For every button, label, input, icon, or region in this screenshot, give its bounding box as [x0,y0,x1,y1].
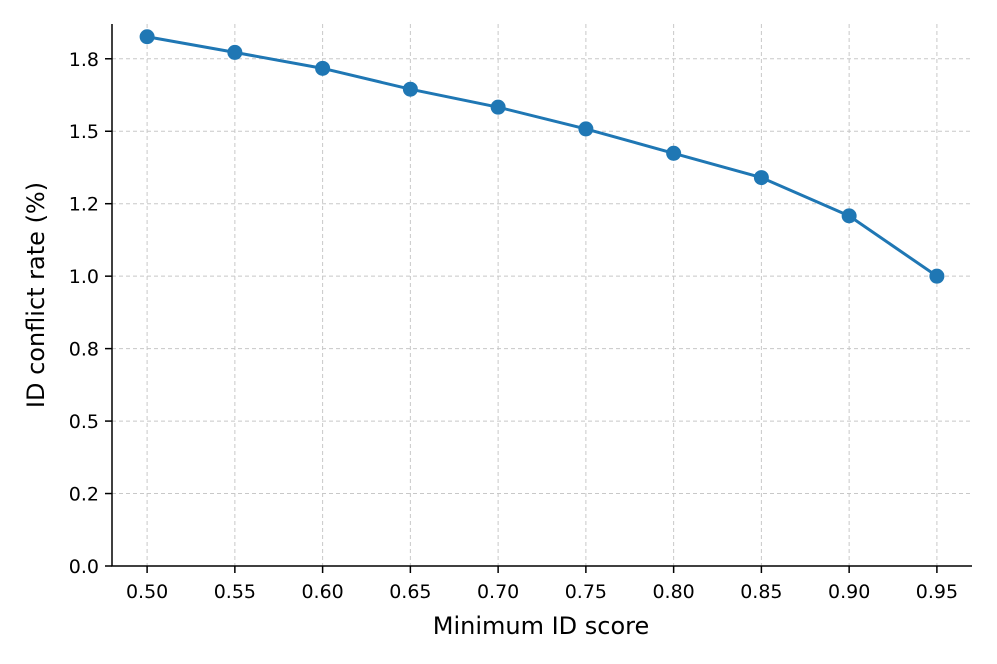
data-point [929,268,945,284]
x-tick-label: 0.95 [916,581,958,603]
y-axis-ticks: 0.0 0.2 0.5 0.8 1.0 1.2 1.5 1.8 [69,49,112,578]
series-layer [139,29,945,284]
axes [111,24,972,567]
series-line [146,35,938,278]
y-tick-label: 0.5 [69,411,99,433]
x-tick-label: 0.60 [301,581,343,603]
x-tick-label: 0.65 [389,581,431,603]
data-point [490,99,506,115]
x-axis-title: Minimum ID score [433,612,650,640]
x-tick-label: 0.85 [740,581,782,603]
data-point [139,29,155,45]
data-point [666,145,682,161]
data-point [315,60,331,76]
x-axis-ticks: 0.50 0.55 0.60 0.65 0.70 0.75 0.80 0.85 0.90 0.95 [126,566,958,603]
y-axis-title: ID conflict rate (%) [22,182,50,408]
y-tick-label: 0.0 [69,556,99,578]
grid [112,24,972,567]
x-tick-label: 0.70 [477,581,519,603]
x-tick-label: 0.90 [828,581,870,603]
y-tick-label: 1.5 [69,121,99,143]
data-point [753,170,769,186]
x-tick-label: 0.75 [565,581,607,603]
data-point [841,208,857,224]
y-tick-label: 1.0 [69,266,99,288]
x-tick-label: 0.50 [126,581,168,603]
axis-spines [111,24,972,567]
data-point [227,44,243,60]
y-tick-label: 0.8 [69,339,99,361]
data-point [402,81,418,97]
y-tick-label: 0.2 [69,484,99,506]
y-tick-label: 1.8 [69,49,99,71]
y-tick-label: 1.2 [69,194,99,216]
data-point [578,121,594,137]
x-tick-label: 0.80 [652,581,694,603]
x-tick-label: 0.55 [214,581,256,603]
